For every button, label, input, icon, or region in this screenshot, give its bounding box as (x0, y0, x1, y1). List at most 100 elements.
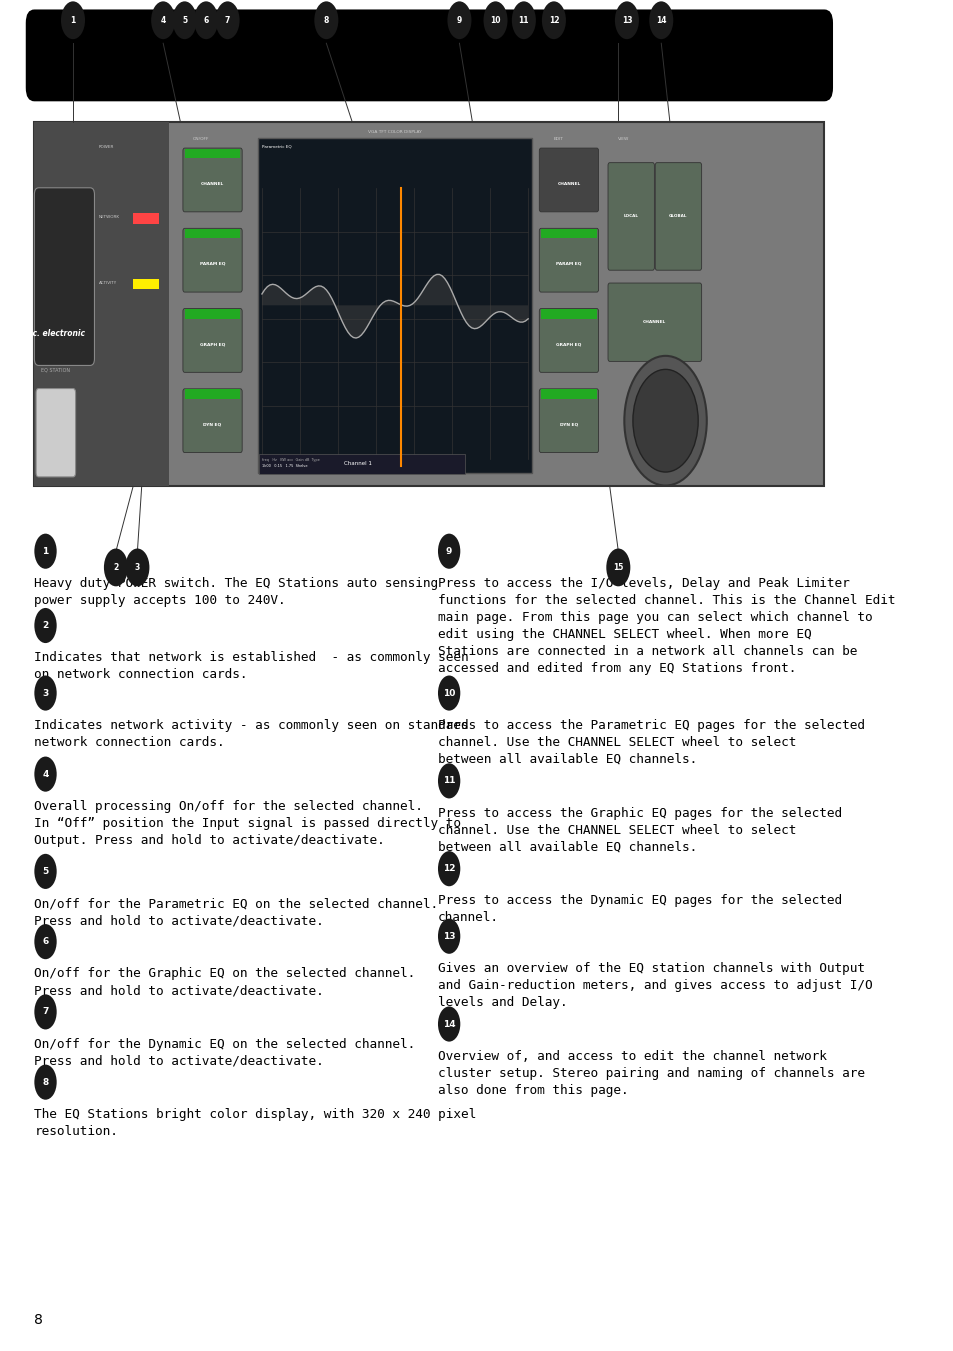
Text: EQ STATION: EQ STATION (41, 367, 71, 372)
Text: 2: 2 (42, 621, 49, 630)
Bar (540, 228, 597, 238)
Text: 7: 7 (42, 1008, 49, 1016)
Text: CHANNEL: CHANNEL (642, 320, 666, 324)
Circle shape (34, 924, 56, 959)
Text: 9: 9 (456, 16, 461, 24)
Text: 13: 13 (621, 16, 632, 24)
Text: 14: 14 (442, 1020, 455, 1028)
Text: 15: 15 (613, 563, 623, 571)
Text: 10: 10 (442, 689, 455, 697)
Bar (540, 309, 597, 319)
Text: Overall processing On/off for the selected channel.
In “Off” position the Input : Overall processing On/off for the select… (34, 800, 461, 847)
Text: On/off for the Dynamic EQ on the selected channel.
Press and hold to activate/de: On/off for the Dynamic EQ on the selecte… (34, 1038, 416, 1067)
Text: freq   Hz   BW acc  Gain dB  Type: freq Hz BW acc Gain dB Type (262, 458, 319, 462)
Text: 8: 8 (34, 1313, 43, 1327)
Text: The EQ Stations bright color display, with 320 x 240 pixel
resolution.: The EQ Stations bright color display, wi… (34, 1108, 476, 1138)
Text: 2: 2 (113, 563, 118, 571)
FancyBboxPatch shape (26, 9, 832, 101)
Text: PARAM EQ: PARAM EQ (199, 262, 225, 266)
Circle shape (34, 534, 56, 569)
Text: Press to access the I/O levels, Delay and Peak Limiter
functions for the selecte: Press to access the I/O levels, Delay an… (437, 577, 895, 676)
Circle shape (541, 1, 565, 39)
Text: ACTIVITY: ACTIVITY (99, 281, 117, 285)
FancyBboxPatch shape (36, 389, 75, 477)
Text: Indicates network activity - as commonly seen on standard
network connection car: Indicates network activity - as commonly… (34, 719, 469, 748)
FancyBboxPatch shape (538, 228, 598, 292)
Text: VGA TFT COLOR DISPLAY: VGA TFT COLOR DISPLAY (368, 130, 421, 134)
Bar (133, 213, 159, 224)
Bar (540, 389, 597, 399)
Circle shape (437, 1006, 460, 1042)
Circle shape (34, 1065, 56, 1100)
Text: ON/OFF: ON/OFF (193, 136, 210, 141)
Text: Gives an overview of the EQ station channels with Output
and Gain-reduction mete: Gives an overview of the EQ station chan… (437, 962, 872, 1009)
Text: GLOBAL: GLOBAL (668, 215, 687, 219)
FancyBboxPatch shape (607, 162, 654, 270)
Text: LOCAL: LOCAL (623, 215, 639, 219)
Text: 11: 11 (442, 777, 455, 785)
FancyBboxPatch shape (655, 162, 700, 270)
Text: 9: 9 (445, 547, 452, 555)
Text: Overview of, and access to edit the channel network
cluster setup. Stereo pairin: Overview of, and access to edit the chan… (437, 1050, 864, 1097)
Text: On/off for the Parametric EQ on the selected channel.
Press and hold to activate: On/off for the Parametric EQ on the sele… (34, 897, 438, 927)
Text: Indicates that network is established  - as commonly seen
on network connection : Indicates that network is established - … (34, 651, 469, 681)
Text: 5: 5 (182, 16, 187, 24)
Text: 14: 14 (656, 16, 666, 24)
Bar (185, 149, 240, 158)
Text: CHANNEL: CHANNEL (201, 181, 224, 185)
Text: t.c. electronic: t.c. electronic (27, 328, 85, 338)
Text: 12: 12 (548, 16, 558, 24)
FancyBboxPatch shape (538, 389, 598, 453)
FancyBboxPatch shape (538, 308, 598, 373)
Text: Press to access the Dynamic EQ pages for the selected
channel.: Press to access the Dynamic EQ pages for… (437, 894, 841, 924)
FancyBboxPatch shape (538, 149, 598, 212)
Text: CHANNEL: CHANNEL (557, 181, 580, 185)
Text: GRAPH EQ: GRAPH EQ (199, 342, 225, 346)
Text: 7: 7 (225, 16, 230, 24)
FancyBboxPatch shape (607, 284, 700, 361)
Circle shape (632, 369, 698, 471)
Text: POWER: POWER (99, 145, 114, 149)
Text: 4: 4 (42, 770, 49, 778)
Text: 6: 6 (42, 938, 49, 946)
Circle shape (437, 676, 460, 711)
Circle shape (623, 355, 706, 485)
Circle shape (606, 549, 630, 586)
Bar (185, 309, 240, 319)
Text: 4: 4 (160, 16, 166, 24)
Circle shape (104, 549, 128, 586)
Text: Heavy duty POWER switch. The EQ Stations auto sensing
power supply accepts 100 t: Heavy duty POWER switch. The EQ Stations… (34, 577, 438, 607)
Text: On/off for the Graphic EQ on the selected channel.
Press and hold to activate/de: On/off for the Graphic EQ on the selecte… (34, 967, 416, 997)
FancyBboxPatch shape (34, 122, 823, 486)
Circle shape (483, 1, 507, 39)
Text: 12: 12 (442, 865, 455, 873)
Text: PARAM EQ: PARAM EQ (556, 262, 581, 266)
Text: 1: 1 (42, 547, 49, 555)
Text: 13: 13 (442, 932, 455, 940)
Text: EDIT: EDIT (554, 136, 563, 141)
Text: 6: 6 (203, 16, 209, 24)
Text: 8: 8 (323, 16, 329, 24)
Text: 11: 11 (518, 16, 529, 24)
Bar (34, 122, 169, 486)
Text: 10: 10 (490, 16, 500, 24)
Bar (185, 228, 240, 238)
Circle shape (34, 854, 56, 889)
Text: DYN EQ: DYN EQ (203, 423, 221, 427)
Text: 5: 5 (42, 867, 49, 875)
Circle shape (34, 757, 56, 792)
Circle shape (615, 1, 639, 39)
FancyBboxPatch shape (183, 308, 242, 373)
Circle shape (125, 549, 150, 586)
Bar (257, 138, 532, 473)
Text: 1k00   0.15   1.75  Shelve: 1k00 0.15 1.75 Shelve (262, 465, 307, 469)
FancyBboxPatch shape (183, 228, 242, 292)
FancyBboxPatch shape (183, 149, 242, 212)
FancyBboxPatch shape (183, 389, 242, 453)
Circle shape (34, 994, 56, 1029)
Circle shape (215, 1, 239, 39)
Text: Press to access the Graphic EQ pages for the selected
channel. Use the CHANNEL S: Press to access the Graphic EQ pages for… (437, 807, 841, 854)
Polygon shape (262, 274, 528, 338)
FancyBboxPatch shape (34, 188, 94, 365)
Circle shape (447, 1, 471, 39)
